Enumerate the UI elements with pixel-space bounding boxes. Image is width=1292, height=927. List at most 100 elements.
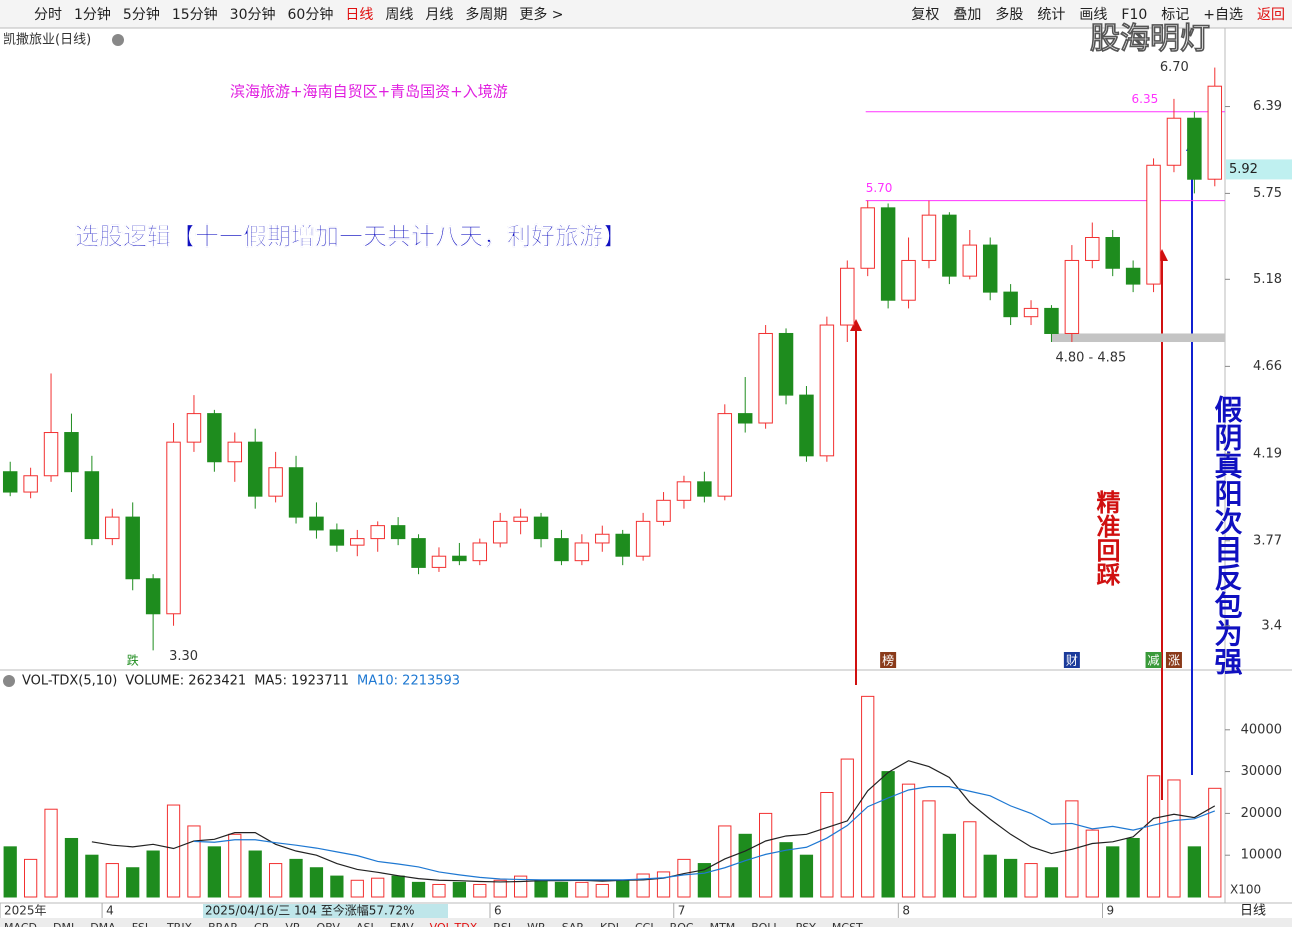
event-tag [880,652,897,668]
indicator-tab[interactable]: BRAR [208,921,238,927]
strong-note: 假阴真阳次目反包为强 [1211,395,1244,676]
indicator-tab[interactable]: VR [285,921,301,927]
volume-bar [1106,846,1120,898]
volume-bar [269,863,283,898]
volume-bar [289,858,303,898]
candle-body [227,441,243,463]
toolbar-item[interactable]: 叠加 [953,7,981,23]
volume-bar [1167,779,1181,898]
indicator-tab[interactable]: RSI [493,921,511,927]
toolbar-item[interactable]: 复权 [911,6,939,23]
volume-bar [575,881,589,898]
candle-body [615,533,630,557]
toolbar-item[interactable]: 周线 [385,7,413,23]
event-tag [1063,652,1080,668]
indicator-tab[interactable]: CR [254,921,270,927]
vol-tick-label: 20000 [1241,806,1282,821]
vol-tick-label: 40000 [1241,722,1282,737]
pullback-note: 精准回踩 [1092,490,1120,586]
toolbar-item[interactable]: 画线 [1079,7,1107,23]
candle-body [717,413,733,497]
indicator-tab[interactable]: MACD [4,921,37,927]
toolbar-item[interactable]: F10 [1121,7,1147,23]
toolbar-item[interactable]: +自选 [1203,7,1243,23]
indicator-tab[interactable]: PSY [796,921,817,927]
volume-bar [1004,858,1018,898]
volume-bar [718,825,732,898]
indicator-tab[interactable]: DMA [90,921,116,927]
y-tick-label: 3.77 [1253,533,1282,548]
support-label: 4.80 - 4.85 [1055,351,1126,366]
indicator-tab[interactable]: FSL [132,921,152,927]
indicator-tab[interactable]: OBV [317,921,341,927]
volume-bar [371,877,385,898]
indicator-tab[interactable]: SAR [562,921,585,927]
event-tag [1165,652,1182,668]
volume-bar [534,879,548,898]
event-tag [124,652,141,668]
indicator-tab[interactable]: DMI [53,921,74,927]
candle-body [472,542,488,562]
candle-body [819,324,835,457]
candle-body [799,394,814,457]
volume-bar [697,863,711,898]
indicator-tab[interactable]: MCST [832,921,863,927]
x-tick-label: 4 [106,904,114,918]
candle-body [268,467,283,497]
toolbar-item[interactable]: 标记 [1161,7,1189,23]
indicator-tab[interactable]: WR [527,921,546,927]
indicator-tab[interactable]: BOLL [751,921,780,927]
indicator-tab[interactable]: KDJ [600,921,619,927]
toolbar-item[interactable]: 统计 [1037,7,1065,23]
volume-bar [1044,867,1059,898]
indicator-tab[interactable]: VOL-TDX [430,921,478,927]
toolbar-item[interactable]: 日线 [345,7,373,23]
ma-line [193,786,1216,881]
vol-icon [3,675,15,687]
indicator-tab[interactable]: EMV [390,921,414,927]
toolbar-item[interactable]: 返回 [1257,7,1285,23]
candle-body [595,533,610,544]
toolbar-item[interactable]: 多股 [995,6,1023,23]
indicator-tab[interactable]: ROC [670,921,694,927]
volume-bar [126,867,140,898]
volume-bar [616,879,630,898]
toolbar-item[interactable]: 更多 > [519,6,563,23]
candle-body [411,538,426,568]
indicator-tab[interactable]: ASI [356,921,374,927]
toolbar-item[interactable]: 5分钟 [123,6,160,23]
candle-body [880,207,896,301]
candle-body [1166,117,1182,166]
toolbar-item[interactable]: 1分钟 [74,6,111,23]
toolbar-item[interactable]: 多周期 [465,6,507,23]
volume-bar [309,867,324,898]
candle-body [942,214,957,277]
candle-body [533,516,549,540]
volume-bar [391,875,405,898]
indicator-tab[interactable]: MTM [710,921,736,927]
volume-bar [166,804,181,898]
volume-bar [983,854,997,898]
toolbar-item[interactable]: 月线 [425,7,453,23]
theme-note: 滨海旅游+海南自贸区+青岛国资+入境游 [230,83,508,101]
ma-line [91,760,1216,883]
vol-legend: VOLUME: 2623421 [125,674,246,689]
toolbar-item[interactable]: 60分钟 [288,6,334,23]
volume-bar [963,821,977,898]
volume-bar [473,883,487,898]
candle-body [676,481,692,501]
volume-bar [1208,787,1222,898]
toolbar-item[interactable]: 15分钟 [172,6,218,23]
candle-body [574,542,590,562]
volume-bar [3,846,17,898]
indicator-tab[interactable]: CCI [635,921,654,927]
toolbar-item[interactable]: 分时 [34,7,62,23]
x-tick-label: 2025年 [4,904,47,918]
indicator-tab[interactable]: TRIX [166,921,193,927]
candle-body [492,520,508,544]
volume-bar [248,850,262,898]
toolbar-item[interactable]: 30分钟 [230,6,276,23]
volume-bar [554,881,569,898]
